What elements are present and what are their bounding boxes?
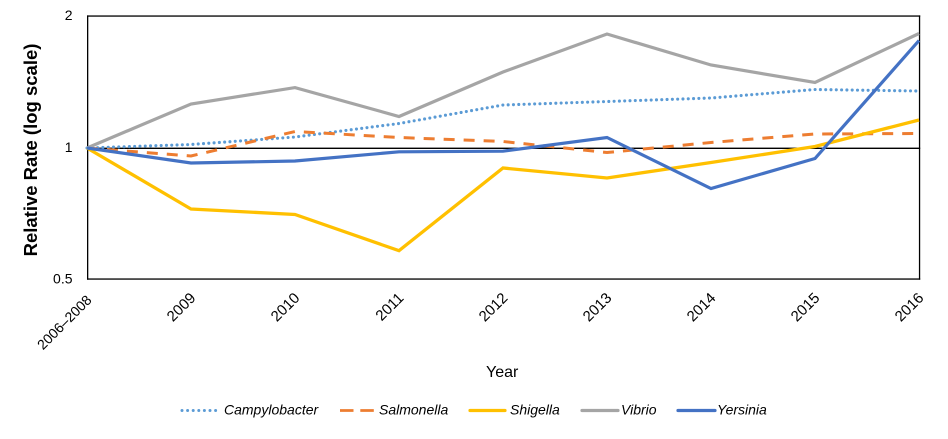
svg-text:Vibrio: Vibrio: [621, 402, 657, 418]
svg-text:Salmonella: Salmonella: [379, 402, 448, 418]
svg-text:Shigella: Shigella: [510, 402, 560, 418]
svg-text:1: 1: [65, 139, 73, 155]
svg-text:Year: Year: [486, 364, 519, 381]
svg-text:2: 2: [65, 7, 73, 23]
svg-text:0.5: 0.5: [53, 271, 73, 287]
svg-text:Campylobacter: Campylobacter: [224, 402, 319, 418]
svg-text:Relative Rate (log scale): Relative Rate (log scale): [20, 44, 41, 257]
svg-text:Yersinia: Yersinia: [717, 402, 767, 418]
